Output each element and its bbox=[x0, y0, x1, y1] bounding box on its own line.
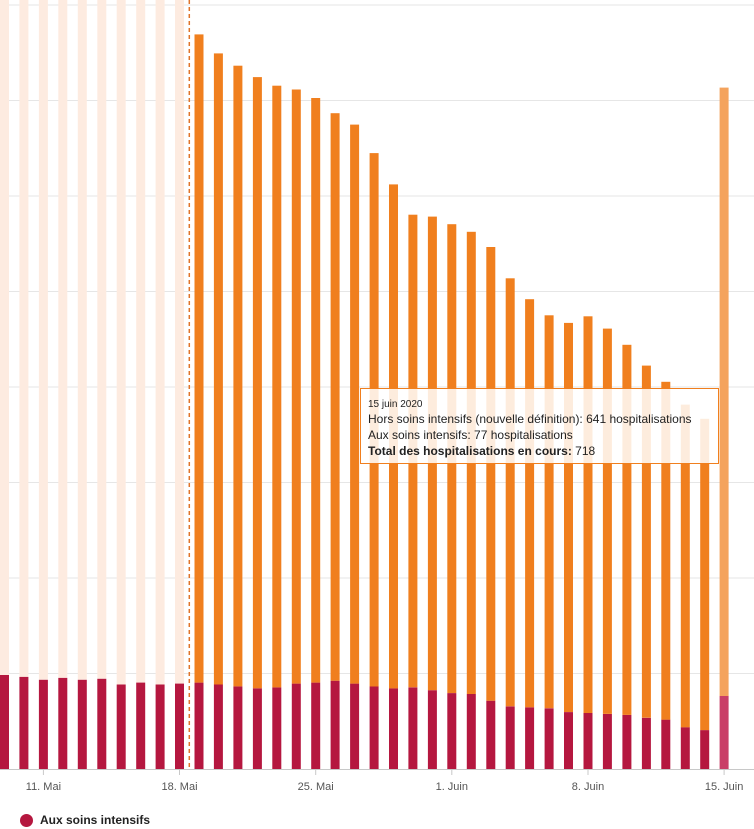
bar-non-icu[interactable] bbox=[486, 247, 496, 701]
bar-non-icu[interactable] bbox=[272, 85, 282, 688]
legend-marker bbox=[20, 813, 33, 827]
bar-non-icu[interactable] bbox=[525, 299, 535, 708]
bar-icu[interactable] bbox=[58, 677, 68, 769]
bar-icu[interactable] bbox=[330, 680, 340, 769]
bar-non-icu[interactable] bbox=[311, 98, 321, 683]
bar-icu[interactable] bbox=[486, 700, 496, 769]
x-tick-label: 18. Mai bbox=[161, 781, 197, 793]
bar-icu[interactable] bbox=[97, 678, 107, 769]
bar-icu[interactable] bbox=[272, 687, 282, 769]
bar-icu[interactable] bbox=[505, 706, 515, 769]
bar-icu[interactable] bbox=[136, 682, 146, 769]
bar-icu[interactable] bbox=[77, 679, 87, 769]
bar-non-icu[interactable] bbox=[544, 315, 554, 709]
bar-non-icu[interactable] bbox=[641, 365, 651, 718]
bar-icu[interactable] bbox=[544, 708, 554, 769]
bar-non-icu[interactable] bbox=[330, 113, 340, 681]
bar-icu[interactable] bbox=[116, 684, 126, 770]
tooltip-line-icu: Aux soins intensifs: 77 hospitalisations bbox=[368, 428, 573, 442]
bar-icu[interactable] bbox=[350, 683, 360, 769]
bar-icu[interactable] bbox=[525, 707, 535, 769]
bar-icu[interactable] bbox=[564, 712, 573, 769]
bar-icu[interactable] bbox=[641, 717, 651, 769]
shaded-stripe bbox=[58, 0, 68, 678]
bar-icu[interactable] bbox=[447, 693, 457, 769]
tooltip: 15 juin 2020 Hors soins intensifs (nouve… bbox=[360, 388, 719, 464]
bar-non-icu[interactable] bbox=[291, 89, 301, 684]
bar-icu[interactable] bbox=[602, 714, 612, 769]
tooltip-total-value: 718 bbox=[575, 444, 596, 458]
shaded-stripe bbox=[0, 0, 9, 675]
bar-non-icu[interactable] bbox=[505, 278, 515, 707]
bar-non-icu[interactable] bbox=[680, 404, 690, 728]
tooltip-total-label: Total des hospitalisations en cours: bbox=[368, 444, 572, 458]
tooltip-date: 15 juin 2020 bbox=[368, 399, 423, 410]
legend[interactable]: Aux soins intensifs bbox=[20, 813, 150, 827]
bar-icu[interactable] bbox=[661, 719, 671, 769]
bar-non-icu[interactable] bbox=[583, 316, 593, 713]
bar-non-icu[interactable] bbox=[719, 87, 729, 697]
shaded-stripe bbox=[116, 0, 126, 685]
shaded-stripe bbox=[136, 0, 146, 683]
bar-icu[interactable] bbox=[700, 730, 710, 769]
shaded-stripe bbox=[19, 0, 29, 677]
x-tick-label: 25. Mai bbox=[298, 781, 334, 793]
bar-non-icu[interactable] bbox=[602, 328, 612, 714]
bar-icu[interactable] bbox=[680, 727, 690, 769]
shaded-period bbox=[0, 0, 184, 685]
bar-non-icu[interactable] bbox=[622, 344, 632, 715]
x-tick-label: 1. Juin bbox=[436, 781, 468, 793]
bar-icu[interactable] bbox=[311, 682, 321, 769]
shaded-stripe bbox=[77, 0, 87, 680]
bar-icu[interactable] bbox=[252, 688, 262, 769]
bar-icu[interactable] bbox=[19, 676, 29, 769]
bar-non-icu[interactable] bbox=[661, 381, 671, 720]
x-tick-label: 15. Juin bbox=[705, 781, 744, 793]
bar-icu[interactable] bbox=[369, 686, 379, 769]
bar-non-icu[interactable] bbox=[700, 418, 710, 731]
shaded-stripe bbox=[97, 0, 107, 679]
shaded-stripe bbox=[38, 0, 48, 680]
bar-icu[interactable] bbox=[194, 682, 204, 769]
bar-icu[interactable] bbox=[233, 686, 243, 769]
bar-icu[interactable] bbox=[0, 675, 9, 769]
bar-non-icu[interactable] bbox=[252, 77, 262, 689]
bar-non-icu[interactable] bbox=[233, 65, 243, 687]
bar-icu[interactable] bbox=[466, 694, 476, 769]
bar-non-icu[interactable] bbox=[194, 34, 204, 683]
bar-non-icu[interactable] bbox=[350, 124, 360, 684]
bar-icu[interactable] bbox=[155, 684, 165, 770]
legend-label: Aux soins intensifs bbox=[40, 813, 151, 827]
bar-icu[interactable] bbox=[38, 679, 48, 769]
bar-non-icu[interactable] bbox=[564, 322, 573, 712]
bar-non-icu[interactable] bbox=[213, 53, 223, 685]
shaded-stripe bbox=[155, 0, 165, 685]
bar-icu[interactable] bbox=[719, 695, 729, 769]
bar-icu[interactable] bbox=[213, 684, 223, 770]
shaded-stripe bbox=[175, 0, 184, 684]
bar-icu[interactable] bbox=[583, 713, 593, 769]
x-axis: 11. Mai 18. Mai 25. Mai 1. Juin 8. Juin 15. J… bbox=[0, 0, 754, 793]
tooltip-line-non-icu: Hors soins intensifs (nouvelle définitio… bbox=[368, 412, 692, 426]
x-tick-label: 8. Juin bbox=[572, 781, 604, 793]
bar-icu[interactable] bbox=[427, 690, 437, 769]
x-tick-label: 11. Mai bbox=[26, 781, 61, 793]
bar-icu[interactable] bbox=[622, 714, 632, 769]
tooltip-total: Total des hospitalisations en cours: 718 bbox=[368, 443, 711, 459]
bar-icu[interactable] bbox=[291, 683, 301, 769]
bar-icu[interactable] bbox=[389, 688, 398, 769]
bar-icu[interactable] bbox=[408, 687, 418, 769]
bar-icu[interactable] bbox=[175, 683, 184, 769]
